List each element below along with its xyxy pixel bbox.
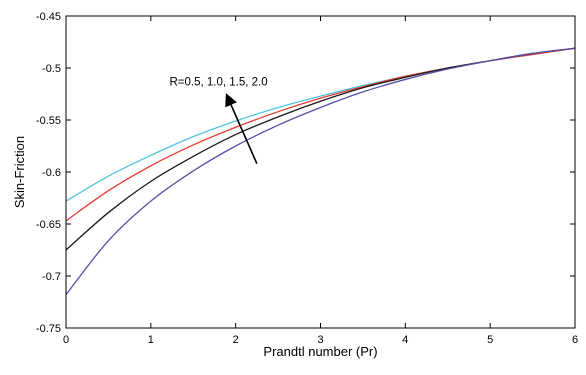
x-axis-label: Prandtl number (Pr) xyxy=(263,344,377,359)
y-axis-label: Skin-Friction xyxy=(12,136,27,208)
x-tick-label: 6 xyxy=(572,334,578,346)
series-layer xyxy=(65,47,576,296)
y-tick-label: -0.5 xyxy=(42,63,61,75)
x-tick-label: 2 xyxy=(233,334,239,346)
y-tick-label: -0.75 xyxy=(36,323,61,335)
ticks-layer xyxy=(65,15,576,329)
series-line-2 xyxy=(65,47,576,222)
x-tick-label: 0 xyxy=(63,334,69,346)
series-line-4 xyxy=(65,47,576,296)
y-tick-label: -0.55 xyxy=(36,115,61,127)
tick-labels: 0 1 2 3 4 5 6 -0.75 -0.7 -0.65 -0.6 -0.55 -0.5 -0.45 xyxy=(36,11,578,346)
annotation-arrow xyxy=(225,93,258,165)
x-tick-label: 5 xyxy=(487,334,493,346)
series-line-3 xyxy=(65,47,576,251)
y-tick-label: -0.45 xyxy=(36,11,61,23)
y-tick-label: -0.6 xyxy=(42,167,61,179)
annotation-label: R=0.5, 1.0, 1.5, 2.0 xyxy=(169,77,267,89)
x-tick-label: 1 xyxy=(148,334,154,346)
y-tick-label: -0.7 xyxy=(42,271,61,283)
y-tick-label: -0.65 xyxy=(36,219,61,231)
x-tick-label: 3 xyxy=(317,334,323,346)
x-tick-label: 4 xyxy=(402,334,408,346)
series-line-1 xyxy=(65,47,576,202)
plot-frame xyxy=(65,15,576,329)
